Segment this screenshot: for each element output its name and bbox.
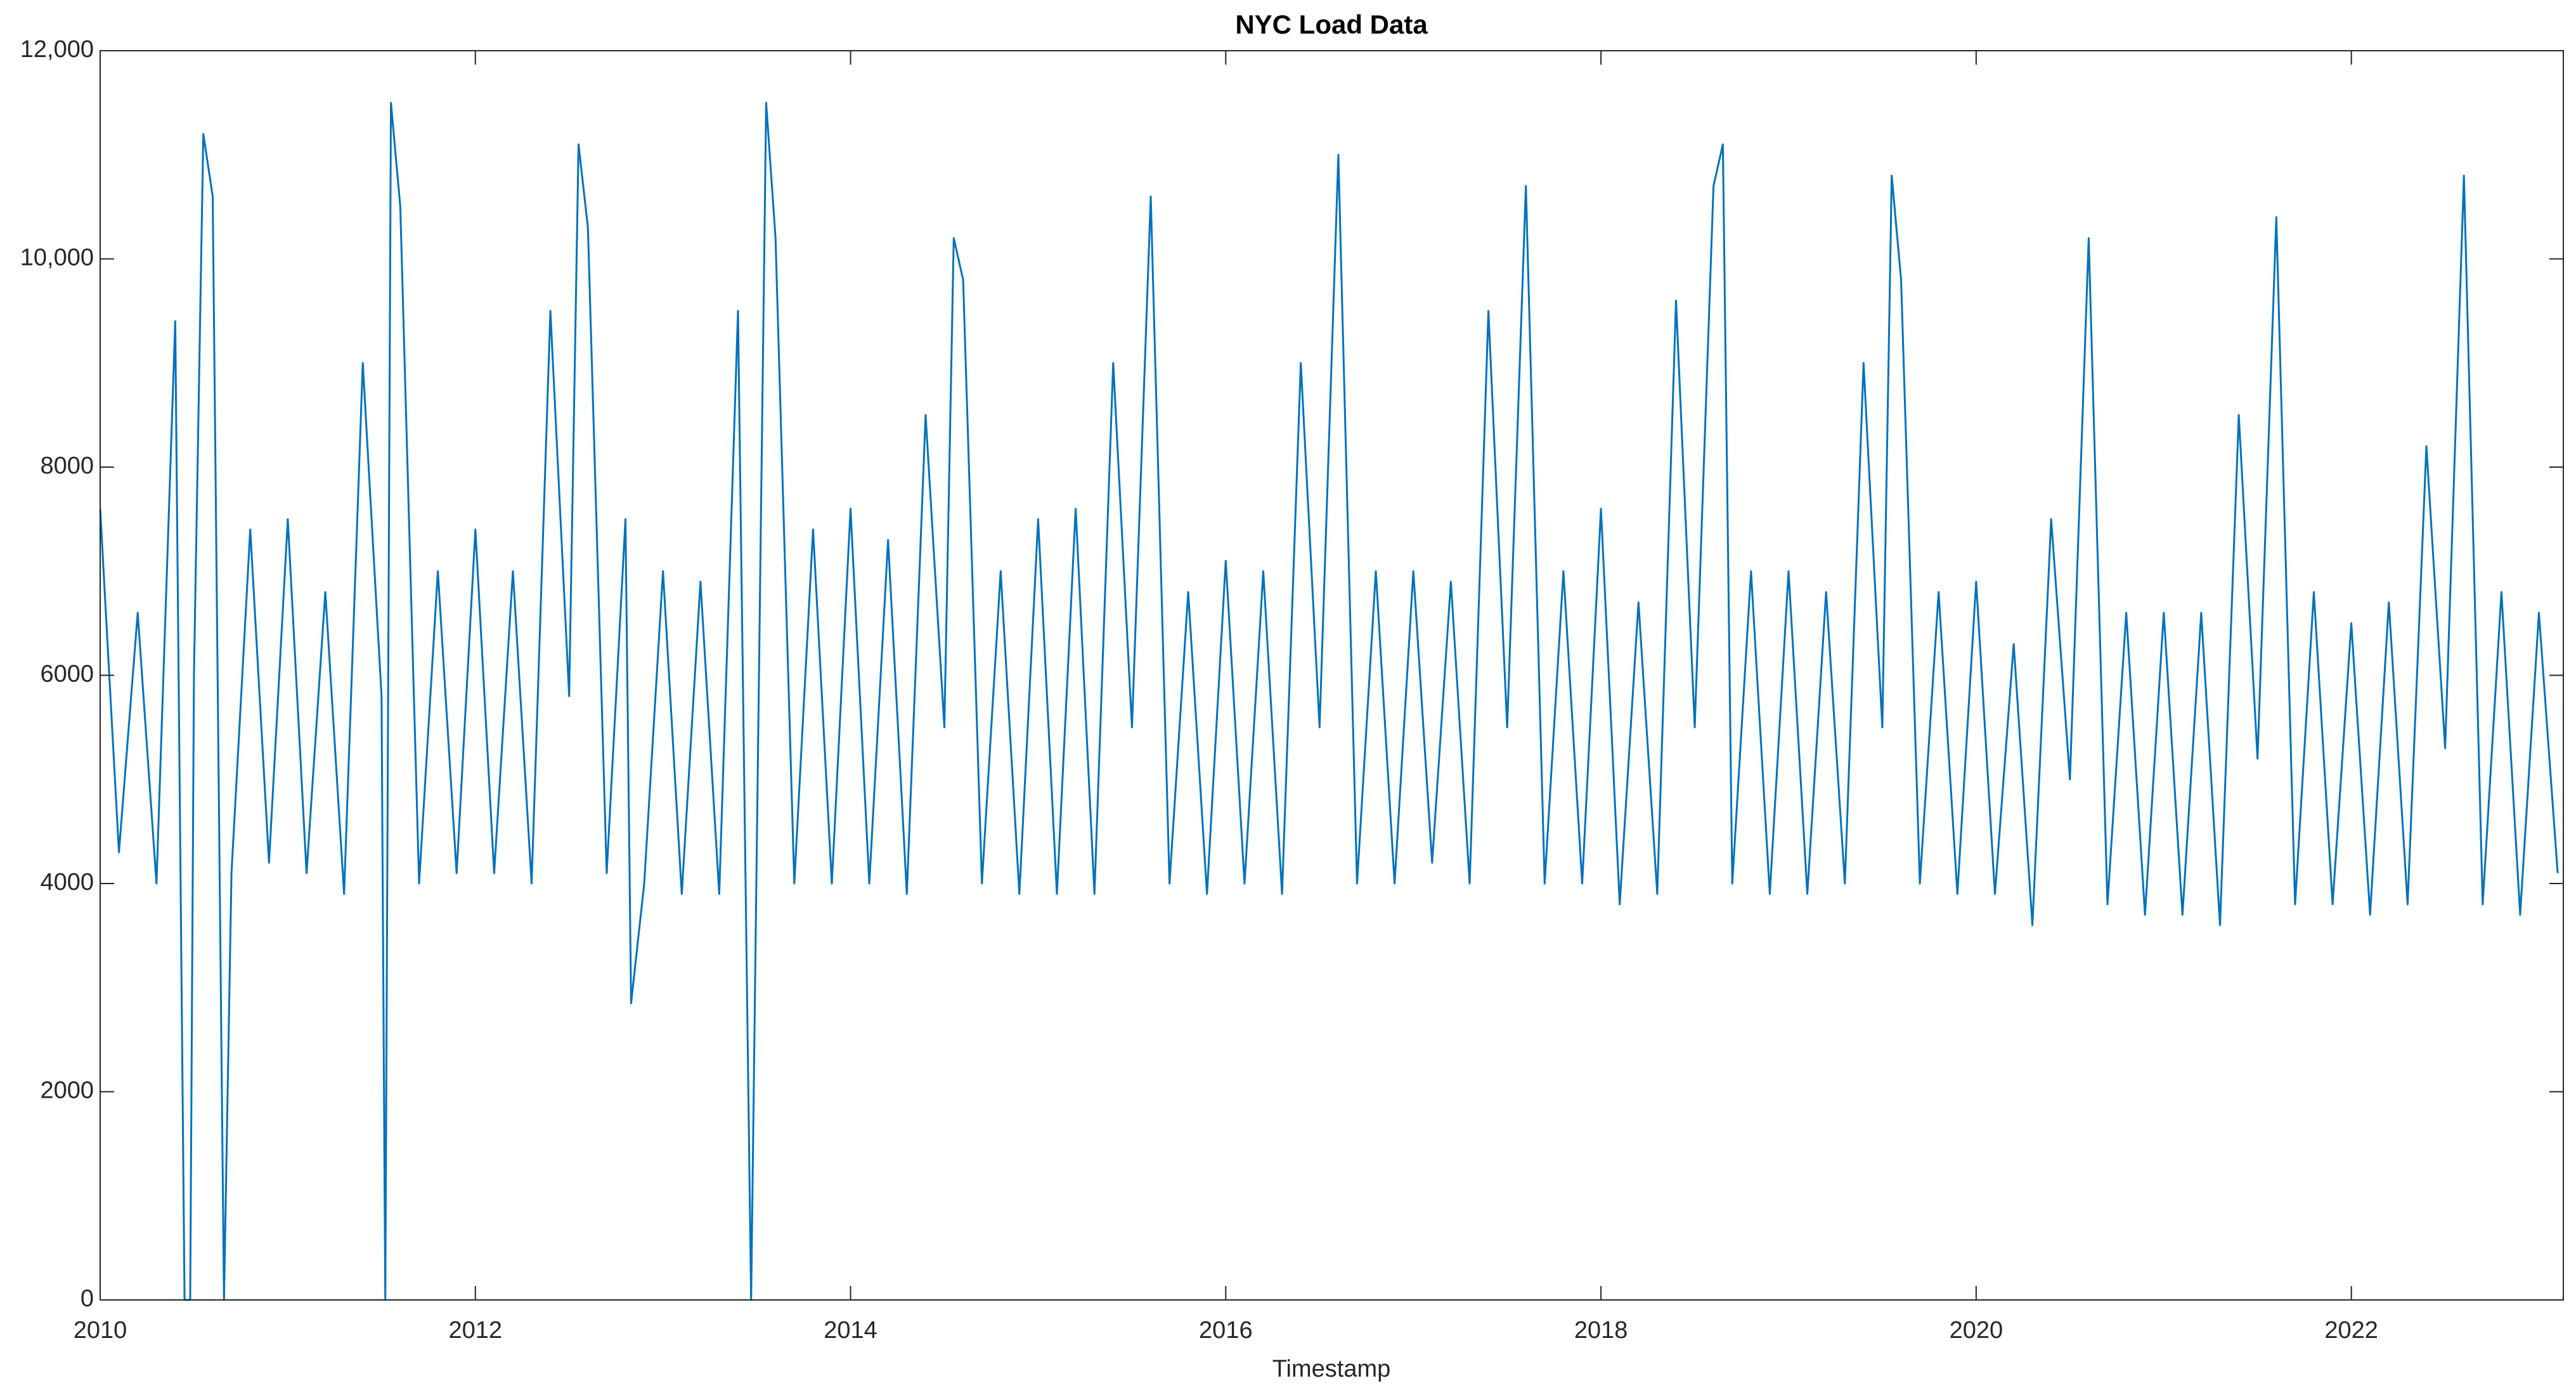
y-tick-label: 8000 [40, 453, 94, 479]
axes-box [100, 50, 2564, 1301]
data-line [99, 101, 2559, 1301]
x-tick-label: 2014 [824, 1317, 877, 1344]
x-tick-label: 2022 [2324, 1317, 2378, 1344]
y-tick-label: 2000 [40, 1077, 94, 1104]
plot-area [99, 101, 2559, 1301]
x-tick-label: 2010 [74, 1317, 127, 1344]
x-tick-label: 2018 [1574, 1317, 1628, 1344]
x-tick-label: 2016 [1199, 1317, 1253, 1344]
x-tick-label: 2020 [1950, 1317, 2003, 1344]
y-tick-label: 4000 [40, 869, 94, 896]
y-tick-label: 6000 [40, 661, 94, 688]
x-axis-label: Timestamp [1272, 1356, 1391, 1382]
chart-title: NYC Load Data [1235, 10, 1428, 39]
x-tick-label: 2012 [449, 1317, 503, 1344]
y-tick-label: 10,000 [20, 245, 94, 271]
y-tick-label: 12,000 [20, 36, 94, 63]
y-tick-label: 0 [81, 1285, 94, 1312]
